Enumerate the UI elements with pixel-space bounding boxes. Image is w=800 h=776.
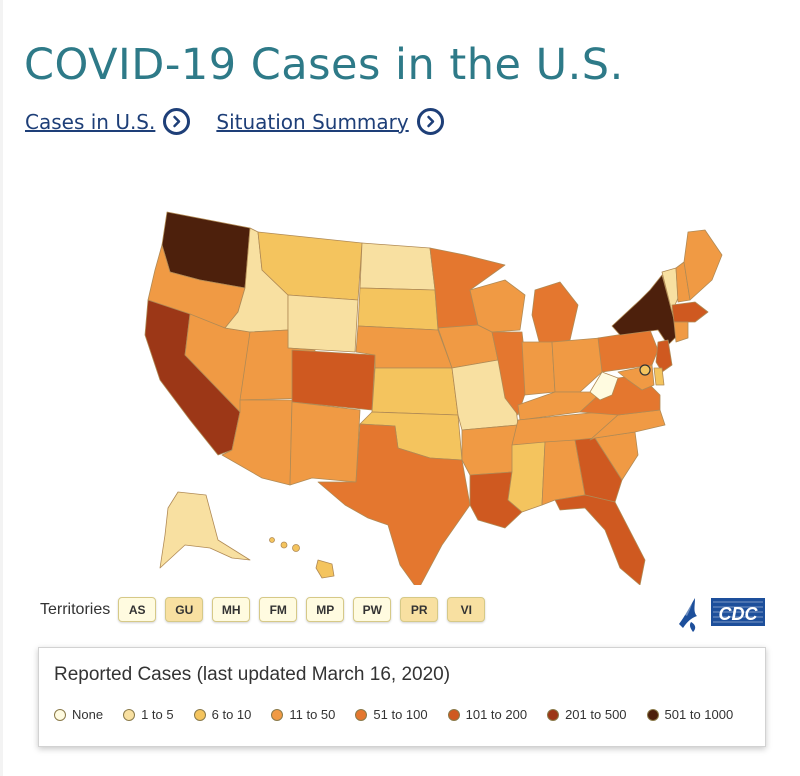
legend-label: 11 to 50 [289, 707, 336, 722]
chevron-right-circle-icon [416, 108, 444, 135]
legend-swatch [447, 708, 460, 721]
legend-swatch [646, 708, 659, 721]
state-delaware[interactable]: Delaware [653, 367, 665, 386]
us-map: Washington Oregon California Nevada Idah… [144, 211, 723, 585]
state-south-dakota[interactable]: South Dakota [357, 287, 439, 331]
legend-label: 501 to 1000 [664, 707, 734, 722]
territory-mp-button[interactable]: MP [306, 597, 345, 622]
cdc-logo-text: CDC [719, 604, 759, 624]
territory-code: VI [460, 602, 472, 617]
legend-item: 51 to 100 [355, 707, 428, 722]
page-edge [0, 0, 3, 776]
territory-code: FM [269, 602, 287, 617]
situation-summary-link-label: Situation Summary [216, 109, 409, 134]
territory-fm-button[interactable]: FM [259, 597, 298, 622]
state-kansas[interactable]: Kansas [371, 367, 459, 416]
territories-bar: Territories AS GU MH FM MP PW PR VI [40, 597, 494, 622]
state-new-mexico[interactable]: New Mexico [289, 401, 361, 486]
state-district-of-columbia[interactable]: District of Columbia [639, 364, 651, 376]
territory-pw-button[interactable]: PW [353, 597, 392, 622]
state-mississippi[interactable]: Mississippi [507, 441, 546, 513]
territory-code: GU [175, 602, 194, 617]
legend-swatch [123, 708, 136, 721]
hhs-eagle-icon [679, 598, 697, 632]
territories-label: Territories [40, 600, 111, 618]
legend-swatch [193, 708, 206, 721]
state-wyoming[interactable]: Wyoming [287, 294, 359, 353]
legend-swatch [271, 708, 284, 721]
legend-swatch [54, 708, 66, 721]
state-maine[interactable]: Maine [683, 229, 723, 301]
legend-label: 51 to 100 [373, 707, 428, 722]
header-links: Cases in U.S. Situation Summary [25, 108, 444, 135]
state-wisconsin[interactable]: Wisconsin [469, 279, 526, 333]
territory-pr-button[interactable]: PR [400, 597, 439, 622]
legend-label: None [72, 707, 104, 722]
legend-item: 1 to 5 [123, 707, 174, 722]
state-ohio[interactable]: Ohio [551, 337, 603, 393]
legend-label: 101 to 200 [465, 707, 528, 722]
state-hawaii[interactable]: Hawaii [269, 537, 335, 579]
state-west-virginia[interactable]: West Virginia [589, 371, 619, 401]
legend-title: Reported Cases (last updated March 16, 2… [54, 664, 451, 685]
state-michigan[interactable]: Michigan [531, 281, 579, 346]
territory-as-button[interactable]: AS [118, 597, 157, 622]
legend-item: 501 to 1000 [646, 707, 734, 722]
legend-item: 11 to 50 [271, 707, 335, 722]
state-indiana[interactable]: Indiana [521, 341, 556, 396]
situation-summary-link[interactable]: Situation Summary [216, 108, 444, 135]
legend-item: 101 to 200 [447, 707, 528, 722]
legend-swatch [355, 708, 368, 721]
state-massachusetts[interactable]: Massachusetts [671, 301, 709, 323]
territory-code: MP [316, 602, 335, 617]
territory-code: PW [362, 602, 382, 617]
state-colorado[interactable]: Colorado [291, 349, 376, 411]
state-texas[interactable]: Texas [317, 423, 471, 585]
state-arkansas[interactable]: Arkansas [461, 424, 519, 476]
legend-label: 201 to 500 [565, 707, 627, 722]
page-title: COVID-19 Cases in the U.S. [24, 40, 624, 90]
chevron-right-circle-icon [163, 108, 191, 135]
legend-item: None [54, 707, 103, 722]
state-new-jersey[interactable]: New Jersey [655, 339, 673, 373]
territory-code: AS [128, 602, 146, 617]
state-alaska[interactable]: Alaska [159, 491, 251, 569]
legend-item: 6 to 10 [193, 707, 252, 722]
legend-panel: Reported Cases (last updated March 16, 2… [38, 647, 766, 747]
state-florida[interactable]: Florida [554, 494, 646, 585]
legend-items: None 1 to 5 6 to 10 11 to 50 51 to 100 1… [54, 707, 753, 722]
legend-item: 201 to 500 [547, 707, 627, 722]
territory-code: MH [221, 602, 241, 617]
state-north-dakota[interactable]: North Dakota [359, 242, 436, 291]
legend-label: 1 to 5 [141, 707, 174, 722]
state-connecticut[interactable]: Connecticut [673, 321, 689, 343]
territory-code: PR [410, 602, 428, 617]
state-illinois[interactable]: Illinois [491, 331, 529, 416]
cases-in-us-link[interactable]: Cases in U.S. [25, 108, 191, 135]
legend-label: 6 to 10 [211, 707, 252, 722]
legend-swatch [547, 708, 560, 721]
territory-gu-button[interactable]: GU [165, 597, 204, 622]
territory-mh-button[interactable]: MH [212, 597, 251, 622]
territory-vi-button[interactable]: VI [447, 597, 486, 622]
cases-in-us-link-label: Cases in U.S. [25, 109, 156, 134]
cdc-logo: CDC [679, 598, 765, 632]
